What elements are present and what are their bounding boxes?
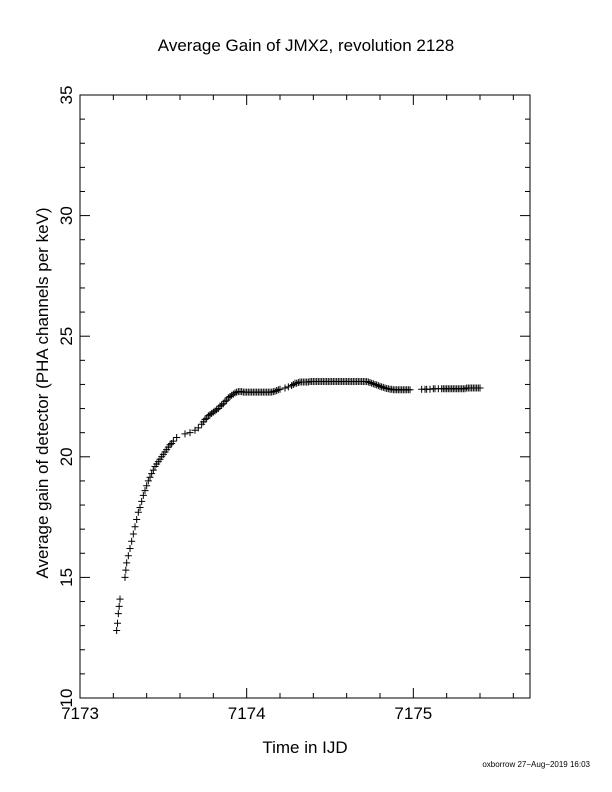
data-point: [281, 384, 289, 392]
data-point: [133, 516, 141, 524]
data-point: [136, 503, 144, 511]
y-axis-label: Average gain of detector (PHA channels p…: [33, 207, 52, 579]
data-point: [369, 380, 377, 388]
data-point: [201, 415, 209, 423]
data-point: [128, 537, 136, 545]
data-point: [148, 470, 156, 478]
data-point: [273, 386, 281, 394]
data-point: [124, 552, 132, 560]
data-point: [173, 434, 181, 442]
data-point: [115, 602, 123, 610]
data-point: [379, 383, 387, 391]
footer-stamp: oxborrow 27−Aug−2019 16:03: [482, 760, 590, 769]
data-point: [289, 380, 297, 388]
data-point: [293, 379, 301, 387]
data-point: [143, 482, 151, 490]
data-point: [169, 437, 177, 445]
data-points: [113, 378, 484, 634]
data-point: [186, 429, 194, 437]
data-point: [373, 381, 381, 389]
data-point: [116, 595, 124, 603]
data-point: [134, 508, 142, 516]
data-point: [131, 523, 139, 531]
x-tick-label: 7175: [394, 704, 432, 723]
y-tick-label: 15: [57, 568, 76, 587]
data-point: [166, 441, 174, 449]
x-tick-label: 7174: [228, 704, 266, 723]
data-point: [476, 384, 484, 392]
data-point: [138, 497, 146, 505]
data-point: [121, 573, 129, 581]
data-point: [114, 619, 121, 627]
data-point: [271, 387, 279, 395]
y-tick-label: 10: [57, 689, 76, 708]
data-point: [374, 382, 382, 390]
data-point: [218, 401, 226, 409]
data-point: [141, 487, 149, 495]
data-point: [114, 610, 122, 618]
data-point: [276, 385, 284, 393]
chart-title: Average Gain of JMX2, revolution 2128: [157, 36, 455, 55]
data-point: [126, 544, 134, 552]
plot-frame: [79, 94, 531, 699]
y-tick-label: 30: [57, 206, 76, 225]
x-axis-label: Time in IJD: [262, 738, 348, 757]
data-point: [181, 430, 189, 438]
data-point: [406, 386, 414, 394]
data-point: [144, 477, 152, 485]
data-point: [139, 491, 147, 499]
data-point: [122, 566, 130, 574]
data-point: [146, 473, 154, 481]
data-point: [194, 424, 202, 432]
data-point: [129, 530, 137, 538]
data-point: [123, 559, 131, 567]
y-tick-label: 25: [57, 327, 76, 346]
y-tick-label: 35: [57, 86, 76, 105]
data-point: [149, 466, 157, 474]
data-point: [366, 379, 374, 387]
data-point: [284, 383, 292, 391]
tick-labels: 7173 7174 7175 10 15 20 25 30 35: [57, 86, 432, 723]
data-point: [231, 389, 239, 397]
data-point: [221, 397, 229, 405]
tick-marks: [79, 94, 530, 699]
x-tick-label: 7173: [61, 704, 99, 723]
data-point: [113, 626, 121, 634]
data-point: [213, 406, 221, 414]
y-tick-label: 20: [57, 447, 76, 466]
data-point: [461, 385, 469, 393]
